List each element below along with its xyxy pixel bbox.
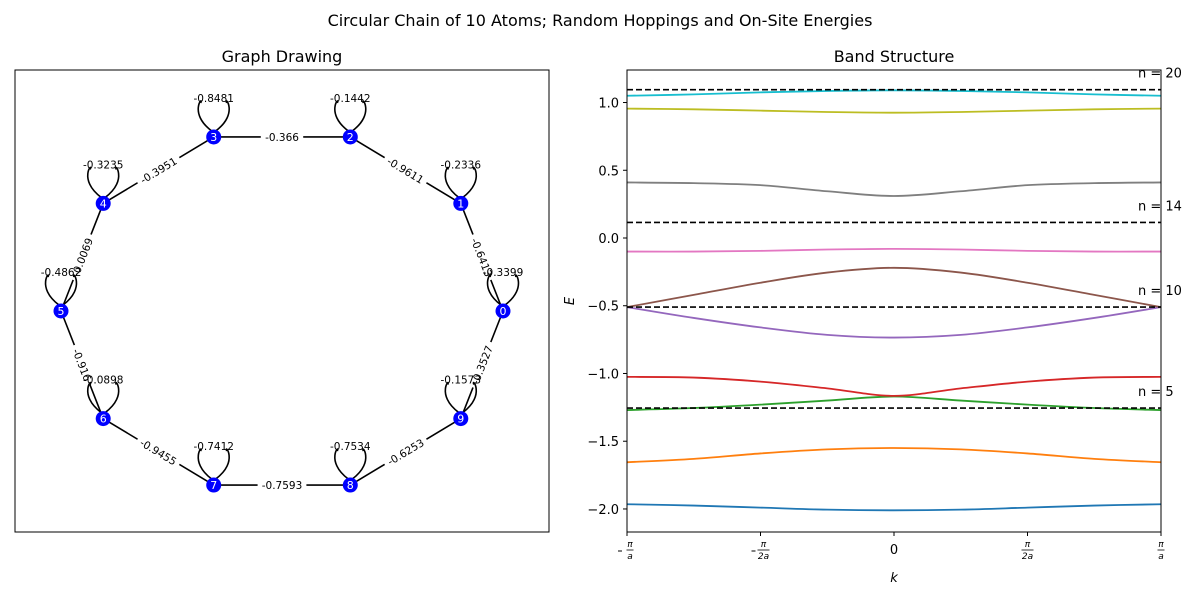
onsite-energy-label: -0.8481: [193, 93, 234, 105]
node-label: 8: [347, 479, 354, 492]
node-label: 7: [210, 479, 217, 492]
filling-level-label: n = 10: [1138, 284, 1182, 299]
node-label: 4: [100, 197, 107, 210]
self-loop: [486, 274, 520, 306]
y-axis-label: E: [563, 296, 578, 305]
self-loop: [334, 100, 367, 132]
onsite-energy-label: -0.3399: [483, 267, 524, 279]
y-tick-label: −0.5: [587, 300, 619, 315]
self-loop: [197, 100, 230, 132]
self-loop: [44, 274, 78, 306]
band-line: [626, 266, 1162, 308]
filling-level-label: n = 14: [1138, 199, 1182, 214]
band-line: [626, 247, 1162, 253]
x-tick-label: π 2a: [1021, 540, 1034, 562]
x-axis-label: k: [890, 571, 898, 586]
svg-text:π: π: [761, 540, 767, 550]
graph-node: [206, 477, 222, 493]
figure-suptitle: Circular Chain of 10 Atoms; Random Hoppi…: [328, 11, 873, 30]
self-loop: [444, 381, 477, 414]
x-tick-label: π 2a: [751, 540, 770, 562]
svg-text:π: π: [1025, 540, 1031, 550]
graph-node: [95, 195, 111, 211]
node-label: 9: [457, 413, 464, 426]
band-frame: [626, 69, 1162, 533]
self-loop: [197, 448, 230, 480]
graph-edge: -0.7593: [213, 478, 351, 493]
node-label: 5: [58, 305, 65, 318]
node-label: 6: [100, 413, 107, 426]
onsite-energy-label: -0.2336: [441, 159, 482, 171]
band-line: [626, 107, 1162, 114]
x-tick-label: πa: [1157, 540, 1165, 562]
band-panel: Band Structure n = 20 n = 14 n = 10 n = 5 −…: [563, 47, 1182, 586]
onsite-energy-label: -0.1442: [330, 93, 371, 105]
self-loop: [87, 166, 120, 199]
svg-text:a: a: [627, 552, 633, 562]
filling-level-label: n = 5: [1138, 385, 1174, 400]
band-line: [626, 375, 1162, 397]
graph-panel: Graph Drawing -0.6413-0.9611-0.366-0.395…: [14, 47, 550, 533]
band-line: [626, 89, 1162, 97]
band-title: Band Structure: [834, 47, 955, 66]
graph-edge: -0.6413: [460, 203, 504, 312]
graph-edge: -0.0069: [60, 203, 104, 312]
band-line: [626, 306, 1162, 339]
node-label: 3: [210, 131, 217, 144]
x-tick-label: 0: [890, 543, 898, 558]
y-tick-label: −2.0: [587, 503, 619, 518]
graph-edge: -0.366: [213, 129, 351, 144]
svg-text:2a: 2a: [1022, 552, 1033, 562]
graph-node: [95, 411, 111, 427]
node-label: 0: [500, 305, 507, 318]
svg-text:0: 0: [890, 543, 898, 558]
band-line: [626, 503, 1162, 512]
band-line: [626, 447, 1162, 464]
onsite-energy-label: -0.1573: [441, 375, 482, 387]
self-loop: [334, 448, 367, 480]
filling-level-label: n = 20: [1138, 67, 1182, 82]
y-tick-label: −1.0: [587, 367, 619, 382]
graph-node: [453, 411, 469, 427]
onsite-energy-label: -0.7534: [330, 441, 371, 453]
edge-label: -0.366: [265, 132, 299, 144]
node-label: 2: [347, 131, 354, 144]
svg-text:2a: 2a: [758, 552, 769, 562]
onsite-energy-label: -0.7412: [193, 441, 234, 453]
y-tick-label: 1.0: [598, 97, 619, 112]
y-tick-label: −1.5: [587, 435, 619, 450]
self-loop: [87, 381, 120, 414]
graph-edge: -0.916: [60, 310, 104, 419]
graph-node: [495, 303, 511, 319]
onsite-energy-label: -0.0898: [83, 375, 124, 387]
graph-node: [342, 129, 358, 145]
x-tick-label: πa: [618, 540, 634, 562]
graph-node: [342, 477, 358, 493]
y-tick-label: 0.5: [598, 164, 619, 179]
svg-text:π: π: [1158, 540, 1164, 550]
graph-edge: -0.3527: [460, 310, 504, 419]
y-tick-label: 0.0: [598, 232, 619, 247]
svg-text:π: π: [627, 540, 633, 550]
band-line: [626, 181, 1162, 197]
onsite-energy-label: -0.3235: [83, 159, 124, 171]
onsite-energy-label: -0.4862: [41, 267, 82, 279]
self-loop: [444, 166, 477, 199]
graph-title: Graph Drawing: [222, 47, 343, 66]
edge-label: -0.7593: [262, 480, 303, 492]
graph-node: [453, 195, 469, 211]
graph-node: [206, 129, 222, 145]
node-label: 1: [457, 197, 464, 210]
svg-text:a: a: [1158, 552, 1164, 562]
graph-node: [53, 303, 69, 319]
graph-frame: [14, 69, 550, 533]
